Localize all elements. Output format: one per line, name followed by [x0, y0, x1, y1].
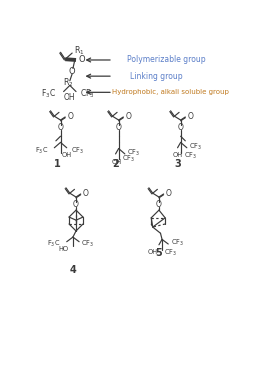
Text: Polymerizable group: Polymerizable group — [127, 56, 205, 65]
Text: CF$_3$: CF$_3$ — [80, 88, 95, 100]
Text: 3: 3 — [174, 159, 181, 169]
Text: Hydrophobic, alkali soluble group: Hydrophobic, alkali soluble group — [112, 89, 229, 95]
Text: 1: 1 — [54, 159, 61, 169]
Text: HO: HO — [58, 246, 68, 252]
Text: 4: 4 — [69, 265, 76, 275]
Text: O: O — [166, 189, 172, 198]
Text: O: O — [178, 123, 183, 132]
Text: F$_3$C: F$_3$C — [41, 88, 56, 100]
Text: 5: 5 — [156, 248, 162, 258]
Text: OH: OH — [148, 249, 158, 256]
Text: OH: OH — [61, 152, 72, 158]
Text: O: O — [69, 67, 75, 76]
Text: O: O — [73, 200, 79, 209]
Text: CF$_3$: CF$_3$ — [189, 142, 202, 152]
Text: O: O — [68, 113, 73, 121]
Text: O: O — [116, 123, 122, 132]
Text: CF$_3$: CF$_3$ — [171, 238, 185, 248]
Text: F$_3$C: F$_3$C — [46, 239, 60, 249]
Text: CF$_3$: CF$_3$ — [70, 146, 84, 156]
Text: CF$_3$: CF$_3$ — [81, 239, 94, 249]
Text: CF$_3$: CF$_3$ — [164, 247, 177, 257]
Text: O: O — [83, 189, 89, 198]
Text: CF$_3$: CF$_3$ — [127, 148, 140, 158]
Text: OH: OH — [111, 159, 121, 165]
Text: CF$_3$: CF$_3$ — [184, 150, 197, 161]
Text: R$_2$: R$_2$ — [63, 77, 74, 89]
Text: O: O — [188, 113, 193, 121]
Text: Linking group: Linking group — [130, 72, 183, 81]
Text: F$_3$C: F$_3$C — [35, 146, 48, 156]
Text: O: O — [156, 200, 162, 209]
Text: 2: 2 — [112, 159, 119, 169]
Text: O: O — [78, 55, 85, 64]
Text: CF$_3$: CF$_3$ — [122, 154, 135, 164]
Text: O: O — [58, 123, 63, 132]
Text: O: O — [126, 113, 132, 121]
Text: OH: OH — [173, 152, 183, 158]
Text: R$_1$: R$_1$ — [74, 45, 84, 57]
Text: OH: OH — [64, 93, 76, 102]
